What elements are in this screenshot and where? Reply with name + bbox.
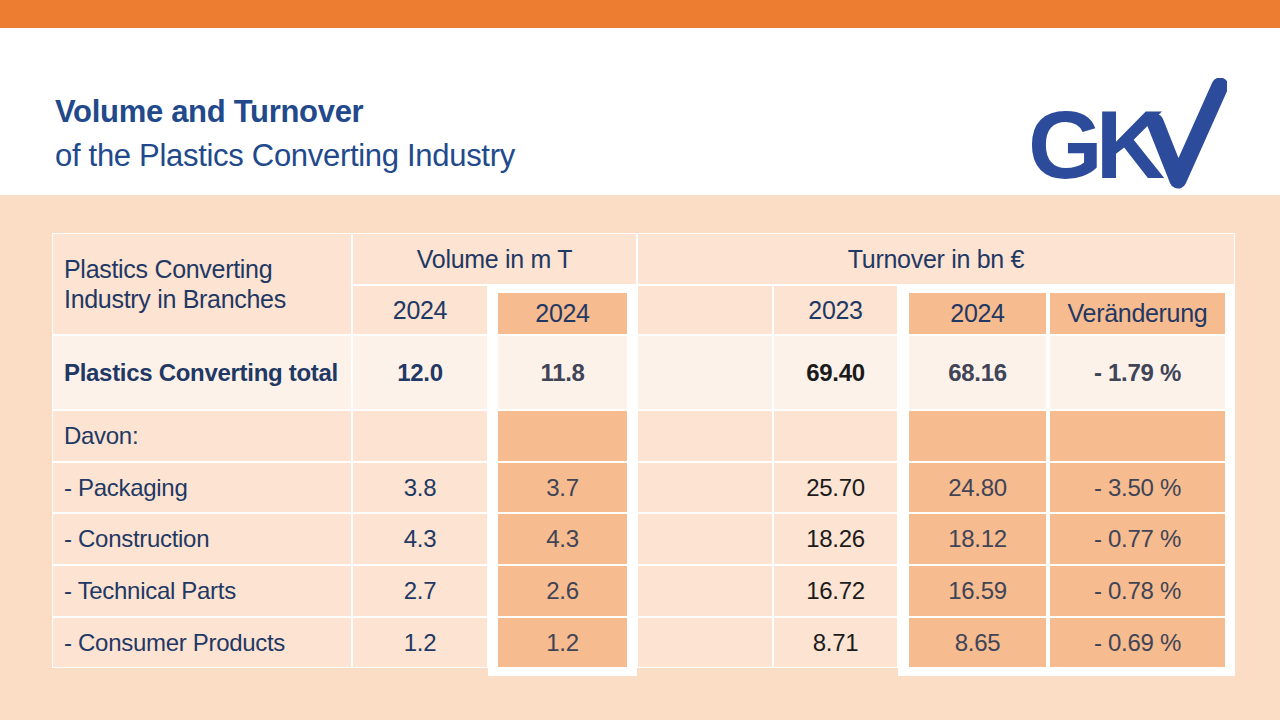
col-header-turnover-spacer [637, 285, 773, 335]
col-header-volume-2024-b: 2024 [488, 285, 637, 335]
davon-spacer [637, 410, 773, 462]
slide: Volume and Turnover of the Plastics Conv… [0, 0, 1280, 720]
davon-change [1048, 410, 1235, 462]
construction-change: - 0.77 % [1048, 513, 1235, 565]
col-header-turnover-change: Veränderung [1048, 285, 1235, 335]
packaging-turnover-2024: 24.80 [898, 462, 1048, 513]
davon-turnover-2024 [898, 410, 1048, 462]
total-volume-b: 11.8 [488, 335, 637, 410]
col-header-turnover-2024: 2024 [898, 285, 1048, 335]
technical-spacer [637, 565, 773, 617]
check-icon [1155, 86, 1220, 180]
top-accent-bar [0, 0, 1280, 28]
highlight-frame-bottom-volume [488, 667, 637, 676]
technical-turnover-2023: 16.72 [773, 565, 898, 617]
packaging-change: - 3.50 % [1048, 462, 1235, 513]
consumer-spacer [637, 617, 773, 668]
technical-change: - 0.78 % [1048, 565, 1235, 617]
gkv-logo-graphic: GK [1032, 78, 1227, 193]
packaging-volume-a: 3.8 [352, 462, 488, 513]
packaging-turnover-2023: 25.70 [773, 462, 898, 513]
total-spacer [637, 335, 773, 410]
total-change: - 1.79 % [1048, 335, 1235, 410]
title-line-regular: of the Plastics Converting Industry [55, 134, 515, 178]
davon-turnover-2023 [773, 410, 898, 462]
title-line-bold: Volume and Turnover [55, 90, 515, 134]
slide-title: Volume and Turnover of the Plastics Conv… [55, 90, 515, 178]
construction-spacer [637, 513, 773, 565]
row-label-consumer-products: - Consumer Products [52, 617, 352, 668]
technical-volume-b: 2.6 [488, 565, 637, 617]
gkv-logo: GK [1032, 78, 1227, 193]
row-label-davon: Davon: [52, 410, 352, 462]
row-label-total: Plastics Converting total [52, 335, 352, 410]
total-volume-a: 12.0 [352, 335, 488, 410]
technical-volume-a: 2.7 [352, 565, 488, 617]
column-group-volume: Volume in m T [352, 233, 637, 285]
packaging-spacer [637, 462, 773, 513]
row-label-construction: - Construction [52, 513, 352, 565]
construction-volume-a: 4.3 [352, 513, 488, 565]
column-group-turnover: Turnover in bn € [637, 233, 1235, 285]
volume-turnover-table: Plastics Converting Industry in Branches… [52, 233, 1235, 668]
construction-turnover-2024: 18.12 [898, 513, 1048, 565]
row-label-technical-parts: - Technical Parts [52, 565, 352, 617]
consumer-volume-a: 1.2 [352, 617, 488, 668]
highlight-frame-bottom-turnover [898, 667, 1235, 676]
logo-text: GK [1032, 91, 1165, 193]
packaging-volume-b: 3.7 [488, 462, 637, 513]
header-band: Volume and Turnover of the Plastics Conv… [0, 28, 1280, 195]
consumer-volume-b: 1.2 [488, 617, 637, 668]
construction-volume-b: 4.3 [488, 513, 637, 565]
davon-volume-a [352, 410, 488, 462]
consumer-turnover-2023: 8.71 [773, 617, 898, 668]
row-label-packaging: - Packaging [52, 462, 352, 513]
technical-turnover-2024: 16.59 [898, 565, 1048, 617]
corner-header: Plastics Converting Industry in Branches [52, 233, 352, 335]
total-turnover-2024: 68.16 [898, 335, 1048, 410]
col-header-turnover-2023: 2023 [773, 285, 898, 335]
consumer-turnover-2024: 8.65 [898, 617, 1048, 668]
consumer-change: - 0.69 % [1048, 617, 1235, 668]
davon-volume-b [488, 410, 637, 462]
construction-turnover-2023: 18.26 [773, 513, 898, 565]
total-turnover-2023: 69.40 [773, 335, 898, 410]
col-header-volume-2024-a: 2024 [352, 285, 488, 335]
